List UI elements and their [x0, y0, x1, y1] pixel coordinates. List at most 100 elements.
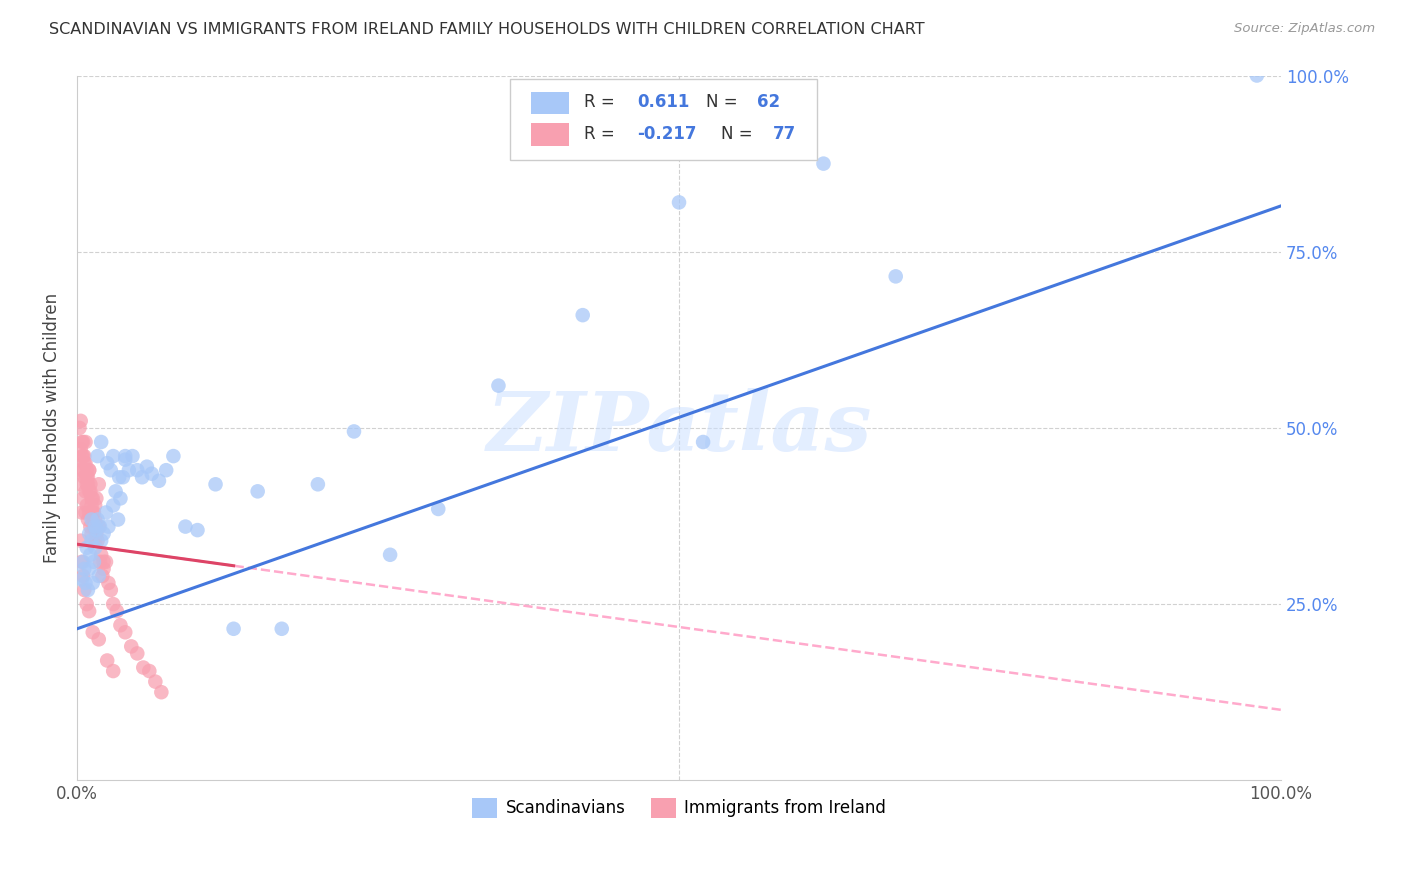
Point: [86, 449, 108, 463]
Point: [343, 425, 366, 439]
Point: [105, 604, 128, 618]
Point: [114, 625, 136, 640]
Point: [110, 491, 132, 506]
FancyBboxPatch shape: [510, 79, 817, 160]
Point: [82, 491, 104, 506]
Point: [69, 421, 91, 435]
Point: [131, 470, 153, 484]
Point: [72, 435, 94, 450]
Text: N =: N =: [721, 125, 758, 143]
Point: [84, 499, 107, 513]
Point: [174, 519, 197, 533]
Point: [84, 519, 107, 533]
Point: [76, 597, 98, 611]
Point: [96, 653, 118, 667]
Point: [378, 548, 401, 562]
Point: [73, 470, 96, 484]
Point: [76, 463, 98, 477]
Point: [89, 519, 111, 533]
Point: [79, 484, 101, 499]
Point: [86, 526, 108, 541]
Point: [70, 449, 93, 463]
Point: [143, 674, 166, 689]
Text: R =: R =: [583, 125, 620, 143]
Text: Source: ZipAtlas.com: Source: ZipAtlas.com: [1234, 22, 1375, 36]
Point: [73, 582, 96, 597]
Point: [76, 470, 98, 484]
Point: [107, 512, 129, 526]
Point: [668, 195, 690, 210]
Point: [75, 506, 97, 520]
Point: [76, 477, 98, 491]
Point: [162, 449, 184, 463]
Point: [77, 477, 100, 491]
Point: [80, 499, 103, 513]
Text: SCANDINAVIAN VS IMMIGRANTS FROM IRELAND FAMILY HOUSEHOLDS WITH CHILDREN CORRELAT: SCANDINAVIAN VS IMMIGRANTS FROM IRELAND …: [49, 22, 925, 37]
Point: [86, 523, 108, 537]
Point: [72, 463, 94, 477]
Point: [76, 541, 98, 555]
Point: [90, 548, 112, 562]
Point: [77, 526, 100, 541]
Point: [80, 526, 103, 541]
Text: 77: 77: [773, 125, 796, 143]
Point: [86, 512, 108, 526]
Point: [141, 467, 163, 481]
Point: [127, 647, 149, 661]
Point: [82, 512, 104, 526]
Point: [72, 555, 94, 569]
Point: [80, 491, 103, 506]
Point: [70, 573, 93, 587]
Text: 62: 62: [758, 94, 780, 112]
Point: [69, 533, 91, 548]
Point: [82, 506, 104, 520]
Text: 0.611: 0.611: [637, 94, 689, 112]
Point: [80, 533, 103, 548]
Bar: [531, 92, 569, 114]
Point: [93, 526, 115, 541]
Point: [270, 622, 292, 636]
Point: [103, 499, 125, 513]
Point: [87, 519, 110, 533]
Point: [222, 622, 245, 636]
Point: [488, 378, 510, 392]
Point: [246, 484, 269, 499]
Point: [77, 582, 100, 597]
Point: [84, 533, 107, 548]
Point: [79, 477, 101, 491]
Point: [77, 562, 100, 576]
Point: [121, 449, 143, 463]
Point: [571, 308, 593, 322]
Point: [77, 604, 100, 618]
Point: [114, 452, 136, 467]
Point: [86, 491, 108, 506]
Point: [93, 555, 115, 569]
Bar: [531, 123, 569, 146]
Point: [427, 502, 450, 516]
Point: [692, 435, 714, 450]
Point: [132, 660, 155, 674]
Point: [77, 484, 100, 499]
Point: [120, 640, 142, 654]
Text: N =: N =: [706, 94, 742, 112]
Point: [186, 523, 208, 537]
Point: [110, 618, 132, 632]
Point: [1246, 69, 1268, 83]
Point: [104, 484, 127, 499]
Point: [111, 470, 134, 484]
Text: ZIPatlas: ZIPatlas: [486, 388, 872, 468]
Point: [69, 442, 91, 456]
Point: [70, 506, 93, 520]
Point: [82, 625, 104, 640]
Point: [103, 664, 125, 678]
Y-axis label: Family Households with Children: Family Households with Children: [44, 293, 60, 563]
Point: [84, 541, 107, 555]
Point: [77, 512, 100, 526]
Point: [70, 435, 93, 450]
Point: [73, 449, 96, 463]
Point: [80, 512, 103, 526]
Point: [72, 569, 94, 583]
Point: [77, 463, 100, 477]
Point: [90, 533, 112, 548]
Point: [89, 555, 111, 569]
